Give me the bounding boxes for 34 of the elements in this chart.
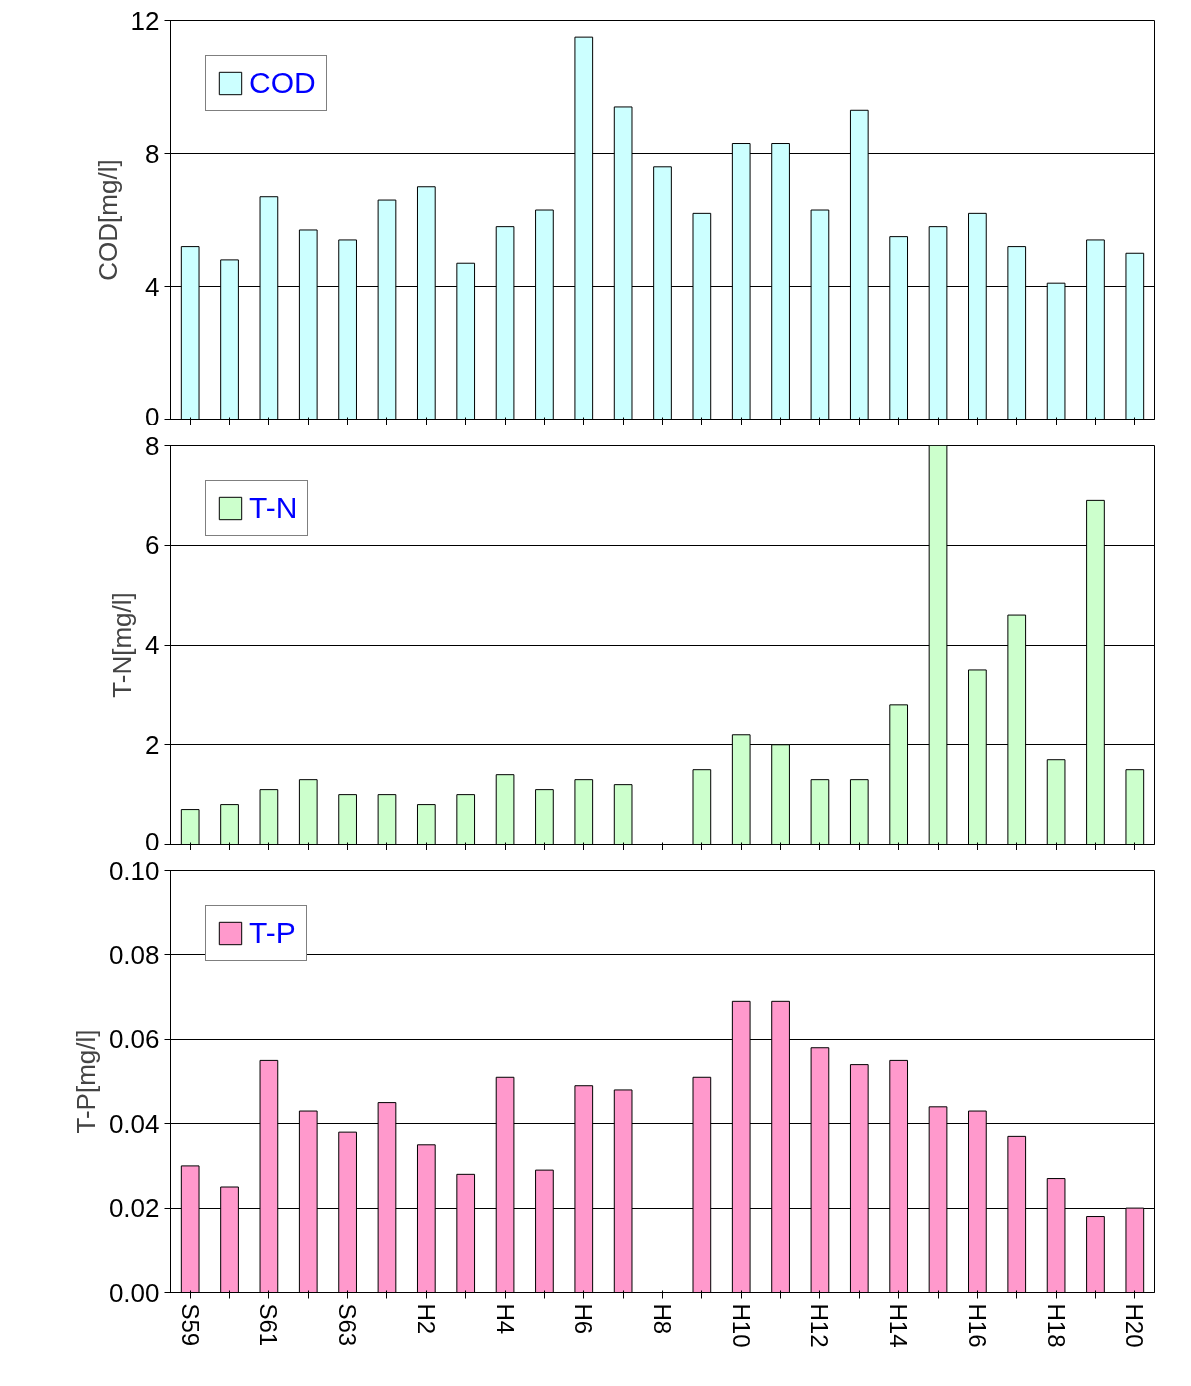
y-tick-label: 0.08 (108, 939, 160, 970)
x-tick-label: H10 (727, 1303, 755, 1348)
y-tick-label: 12 (130, 5, 160, 36)
y-tick-label: 0.10 (108, 855, 160, 886)
x-tick-label: H2 (412, 1303, 440, 1335)
x-tick-label: S63 (334, 1303, 362, 1347)
y-tick-label: 6 (145, 530, 160, 561)
y-tick-label: 0 (145, 401, 160, 432)
y-tick-label: 4 (145, 271, 160, 302)
y-tick-label: 0.00 (108, 1277, 160, 1308)
y-tick-label: 8 (145, 138, 160, 169)
y-tick-label: 2 (145, 729, 160, 760)
x-tick-label: H18 (1042, 1303, 1070, 1348)
y-axis-title: COD[mg/l] (92, 159, 123, 281)
x-tick-label: H8 (649, 1303, 676, 1335)
x-tick-label: H6 (570, 1303, 598, 1335)
y-tick-label: 8 (145, 430, 160, 461)
legend-label: T-P (249, 916, 296, 950)
y-tick-label: 0.04 (108, 1108, 160, 1139)
legend-label: T-N (249, 491, 298, 525)
y-tick-label: 0.02 (108, 1193, 160, 1224)
x-tick-label: H4 (491, 1303, 519, 1335)
y-tick-label: 4 (145, 630, 160, 660)
y-axis-title: T-P[mg/l] (70, 1029, 101, 1134)
x-tick-label: H16 (963, 1303, 991, 1348)
x-tick-label: H12 (806, 1303, 834, 1348)
y-tick-label: 0.06 (108, 1024, 160, 1055)
y-axis-title: T-N[mg/l] (107, 592, 138, 698)
x-tick-label: S61 (255, 1303, 283, 1347)
x-tick-label: S59 (176, 1303, 204, 1347)
y-tick-label: 0 (145, 826, 160, 857)
x-tick-label: H20 (1121, 1303, 1149, 1348)
x-tick-label: H14 (885, 1303, 913, 1348)
legend-label: COD (249, 66, 316, 100)
